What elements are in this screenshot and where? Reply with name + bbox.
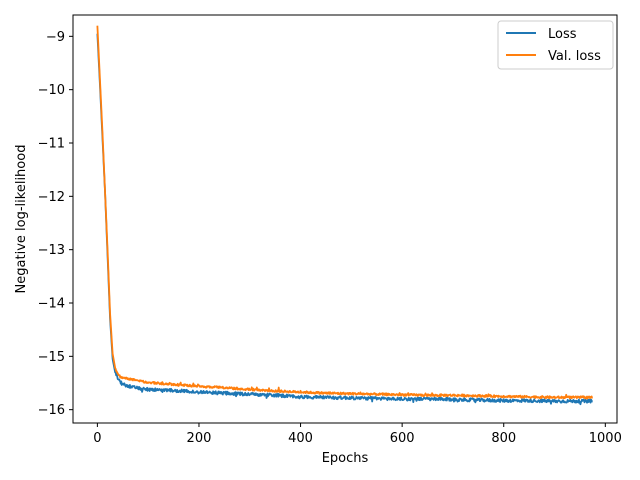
x-tick-label: 600 — [390, 431, 415, 446]
y-tick-label: −10 — [38, 83, 65, 98]
legend-label-loss: Loss — [548, 27, 577, 42]
y-axis-label: Negative log-likelihood — [14, 145, 29, 294]
y-tick-label: −16 — [38, 403, 65, 418]
x-tick-label: 400 — [288, 431, 313, 446]
series-line-val-loss — [96, 25, 594, 400]
plot-frame — [72, 14, 618, 424]
y-tick-label: −11 — [38, 137, 65, 152]
legend: Loss Val. loss — [497, 20, 614, 70]
y-tick-label: −14 — [38, 297, 65, 312]
y-tick-label: −12 — [38, 190, 65, 205]
x-tick-label: 1000 — [589, 431, 622, 446]
y-tick-label: −15 — [38, 350, 65, 365]
legend-label-val-loss: Val. loss — [548, 49, 601, 64]
series-line-loss — [96, 33, 594, 406]
y-tick-label: −13 — [38, 243, 65, 258]
x-axis-label: Epochs — [322, 451, 369, 466]
plot-lines — [96, 25, 594, 406]
x-tick-label: 200 — [187, 431, 212, 446]
y-tick-label: −9 — [46, 30, 65, 45]
x-axis-ticks: 0 200 400 600 800 1000 — [93, 423, 622, 446]
x-tick-label: 0 — [93, 431, 101, 446]
x-tick-label: 800 — [491, 431, 516, 446]
y-axis-ticks: −16 −15 −14 −13 −12 −11 −10 −9 — [38, 30, 73, 418]
